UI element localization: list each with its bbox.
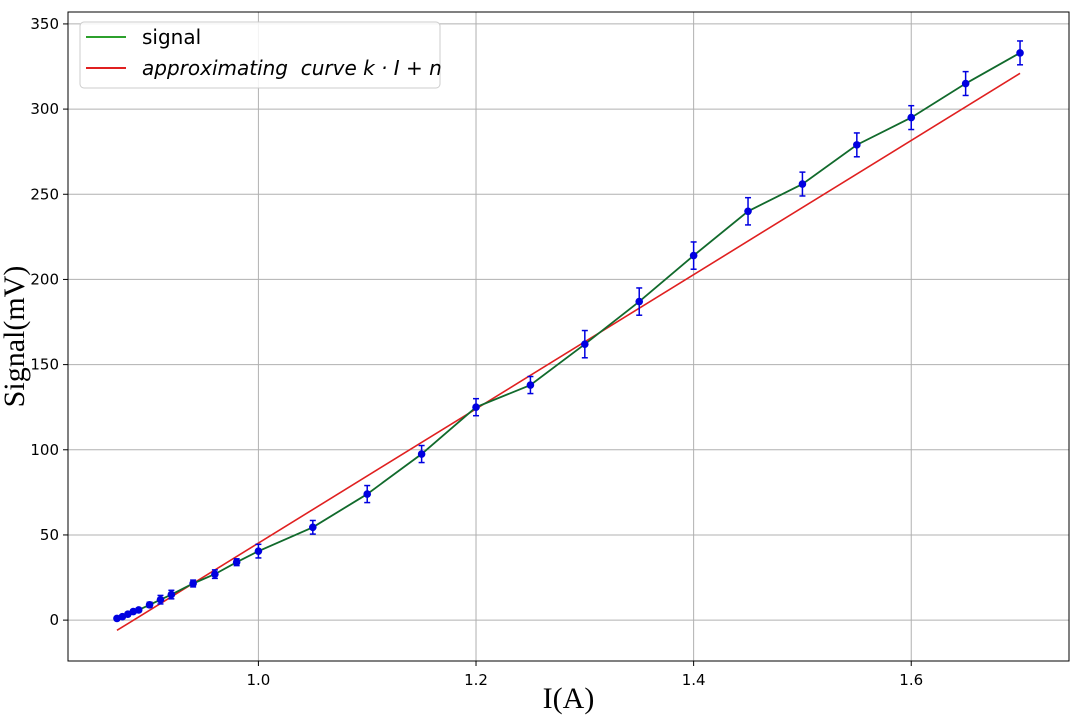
signal-point <box>581 340 589 348</box>
signal-point <box>232 558 241 567</box>
signal-line <box>116 52 1021 620</box>
y-tick-label: 0 <box>49 611 59 629</box>
legend: signal approximating curve k · I + n <box>79 21 442 89</box>
x-tick-label: 1.2 <box>464 671 488 689</box>
signal-point <box>211 570 219 578</box>
y-tick-label: 300 <box>30 100 59 118</box>
y-axis-label: Signal(mV) <box>0 266 31 408</box>
signal-point <box>635 297 644 306</box>
signal-point <box>472 403 480 411</box>
signal-point <box>798 180 807 188</box>
x-tick-label: 1.0 <box>246 671 270 689</box>
y-tick-label: 200 <box>30 270 59 288</box>
y-tick-label: 100 <box>30 441 59 459</box>
series-signal <box>116 52 1021 620</box>
signal-point <box>1016 49 1024 57</box>
signal-point <box>167 590 176 599</box>
x-tick-label: 1.6 <box>899 671 923 689</box>
legend-box <box>79 21 441 89</box>
approximating-curve-line <box>116 72 1021 632</box>
y-tick-label: 50 <box>40 526 59 544</box>
series-approximating-curve <box>116 72 1021 632</box>
signal-point <box>145 600 154 609</box>
signal-point <box>744 207 752 216</box>
signal-point <box>134 606 143 614</box>
error-bars <box>113 40 1024 621</box>
signal-point <box>689 251 698 260</box>
y-tick-label: 250 <box>30 185 59 203</box>
signal-point <box>907 113 916 122</box>
legend-label-approximating-curve: approximating curve k · I + n <box>142 56 442 80</box>
x-axis-label: I(A) <box>543 682 595 715</box>
x-axis-ticks: 1.0 1.2 1.4 1.6 <box>246 661 923 689</box>
signal-point <box>156 595 165 604</box>
legend-label-signal: signal <box>142 25 201 49</box>
signal-point <box>363 490 372 498</box>
signal-point <box>961 79 970 88</box>
signal-point <box>417 450 426 458</box>
signal-point <box>526 381 535 389</box>
grid <box>68 12 1069 661</box>
signal-point <box>189 579 197 588</box>
y-tick-label: 350 <box>30 15 59 33</box>
y-tick-label: 150 <box>30 356 59 374</box>
signal-point <box>853 141 861 149</box>
plot-frame <box>67 11 1070 662</box>
signal-point <box>309 523 317 532</box>
y-axis-ticks: 0 50 100 150 200 250 300 350 <box>30 15 68 629</box>
signal-point <box>254 547 263 555</box>
data-points <box>113 49 1024 623</box>
x-tick-label: 1.4 <box>682 671 706 689</box>
